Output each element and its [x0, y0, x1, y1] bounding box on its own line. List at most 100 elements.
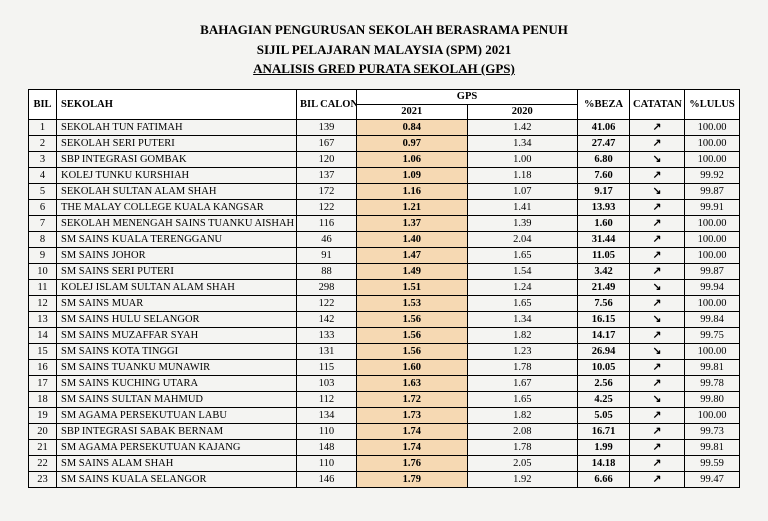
cell-gps-2021: 1.40 — [357, 231, 468, 247]
cell-beza: 4.25 — [578, 391, 630, 407]
cell-sekolah: SM SAINS MUZAFFAR SYAH — [57, 327, 297, 343]
cell-lulus: 99.81 — [685, 439, 740, 455]
cell-lulus: 100.00 — [685, 295, 740, 311]
cell-bil: 1 — [29, 119, 57, 135]
cell-gps-2021: 1.56 — [357, 311, 468, 327]
cell-lulus: 100.00 — [685, 407, 740, 423]
cell-catatan: ↗ — [630, 439, 685, 455]
cell-catatan: ↗ — [630, 423, 685, 439]
cell-gps-2020: 1.00 — [467, 151, 578, 167]
cell-catatan: ↗ — [630, 247, 685, 263]
cell-gps-2021: 1.06 — [357, 151, 468, 167]
th-gps-2020: 2020 — [467, 104, 578, 119]
th-bil: BIL — [29, 89, 57, 119]
cell-beza: 14.18 — [578, 455, 630, 471]
cell-lulus: 100.00 — [685, 247, 740, 263]
table-row: 23SM SAINS KUALA SELANGOR1461.791.926.66… — [29, 471, 740, 487]
table-row: 22SM SAINS ALAM SHAH1101.762.0514.18↗99.… — [29, 455, 740, 471]
cell-gps-2020: 1.78 — [467, 359, 578, 375]
table-row: 18SM SAINS SULTAN MAHMUD1121.721.654.25↘… — [29, 391, 740, 407]
table-row: 12SM SAINS MUAR1221.531.657.56↗100.00 — [29, 295, 740, 311]
cell-calon: 110 — [297, 455, 357, 471]
cell-catatan: ↗ — [630, 471, 685, 487]
cell-catatan: ↗ — [630, 407, 685, 423]
cell-calon: 167 — [297, 135, 357, 151]
cell-gps-2020: 2.08 — [467, 423, 578, 439]
cell-calon: 298 — [297, 279, 357, 295]
cell-lulus: 99.75 — [685, 327, 740, 343]
cell-bil: 21 — [29, 439, 57, 455]
cell-sekolah: SM SAINS KOTA TINGGI — [57, 343, 297, 359]
cell-catatan: ↗ — [630, 167, 685, 183]
cell-catatan: ↗ — [630, 295, 685, 311]
cell-beza: 16.71 — [578, 423, 630, 439]
cell-gps-2021: 1.74 — [357, 439, 468, 455]
cell-lulus: 99.78 — [685, 375, 740, 391]
cell-catatan: ↗ — [630, 263, 685, 279]
cell-gps-2020: 1.23 — [467, 343, 578, 359]
cell-beza: 9.17 — [578, 183, 630, 199]
cell-gps-2020: 1.24 — [467, 279, 578, 295]
cell-beza: 2.56 — [578, 375, 630, 391]
cell-beza: 26.94 — [578, 343, 630, 359]
th-bil-calon: BIL CALON — [297, 89, 357, 119]
cell-calon: 110 — [297, 423, 357, 439]
cell-gps-2020: 2.04 — [467, 231, 578, 247]
cell-lulus: 99.94 — [685, 279, 740, 295]
cell-calon: 131 — [297, 343, 357, 359]
cell-sekolah: SM AGAMA PERSEKUTUAN LABU — [57, 407, 297, 423]
cell-bil: 19 — [29, 407, 57, 423]
cell-gps-2021: 1.21 — [357, 199, 468, 215]
cell-sekolah: THE MALAY COLLEGE KUALA KANGSAR — [57, 199, 297, 215]
cell-gps-2021: 1.47 — [357, 247, 468, 263]
cell-catatan: ↘ — [630, 391, 685, 407]
table-row: 6THE MALAY COLLEGE KUALA KANGSAR1221.211… — [29, 199, 740, 215]
cell-lulus: 100.00 — [685, 151, 740, 167]
table-row: 3SBP INTEGRASI GOMBAK1201.061.006.80↘100… — [29, 151, 740, 167]
cell-calon: 142 — [297, 311, 357, 327]
cell-bil: 23 — [29, 471, 57, 487]
table-head: BIL SEKOLAH BIL CALON GPS %BEZA CATATAN … — [29, 89, 740, 119]
cell-sekolah: SM SAINS KUCHING UTARA — [57, 375, 297, 391]
table-row: 16SM SAINS TUANKU MUNAWIR1151.601.7810.0… — [29, 359, 740, 375]
cell-calon: 172 — [297, 183, 357, 199]
cell-lulus: 99.73 — [685, 423, 740, 439]
cell-gps-2020: 1.42 — [467, 119, 578, 135]
th-gps: GPS — [357, 89, 578, 104]
cell-gps-2020: 1.65 — [467, 391, 578, 407]
table-row: 21SM AGAMA PERSEKUTUAN KAJANG1481.741.78… — [29, 439, 740, 455]
cell-gps-2021: 1.73 — [357, 407, 468, 423]
cell-gps-2020: 1.39 — [467, 215, 578, 231]
cell-beza: 7.60 — [578, 167, 630, 183]
table-row: 8SM SAINS KUALA TERENGGANU461.402.0431.4… — [29, 231, 740, 247]
cell-beza: 3.42 — [578, 263, 630, 279]
cell-gps-2021: 0.84 — [357, 119, 468, 135]
cell-gps-2020: 2.05 — [467, 455, 578, 471]
cell-beza: 7.56 — [578, 295, 630, 311]
cell-calon: 112 — [297, 391, 357, 407]
cell-beza: 6.80 — [578, 151, 630, 167]
cell-bil: 20 — [29, 423, 57, 439]
cell-sekolah: SM SAINS SULTAN MAHMUD — [57, 391, 297, 407]
cell-gps-2021: 0.97 — [357, 135, 468, 151]
cell-bil: 12 — [29, 295, 57, 311]
cell-beza: 11.05 — [578, 247, 630, 263]
cell-bil: 8 — [29, 231, 57, 247]
table-row: 2SEKOLAH SERI PUTERI1670.971.3427.47↗100… — [29, 135, 740, 151]
cell-sekolah: SM SAINS TUANKU MUNAWIR — [57, 359, 297, 375]
cell-beza: 16.15 — [578, 311, 630, 327]
cell-sekolah: SEKOLAH MENENGAH SAINS TUANKU AISHAH ROI — [57, 215, 297, 231]
cell-sekolah: SM SAINS KUALA SELANGOR — [57, 471, 297, 487]
cell-gps-2021: 1.72 — [357, 391, 468, 407]
cell-gps-2021: 1.49 — [357, 263, 468, 279]
table-row: 13SM SAINS HULU SELANGOR1421.561.3416.15… — [29, 311, 740, 327]
cell-lulus: 99.81 — [685, 359, 740, 375]
cell-calon: 115 — [297, 359, 357, 375]
cell-gps-2021: 1.51 — [357, 279, 468, 295]
cell-calon: 146 — [297, 471, 357, 487]
cell-catatan: ↗ — [630, 135, 685, 151]
cell-sekolah: SEKOLAH SULTAN ALAM SHAH — [57, 183, 297, 199]
cell-lulus: 99.47 — [685, 471, 740, 487]
table-row: 14SM SAINS MUZAFFAR SYAH1331.561.8214.17… — [29, 327, 740, 343]
cell-catatan: ↘ — [630, 343, 685, 359]
